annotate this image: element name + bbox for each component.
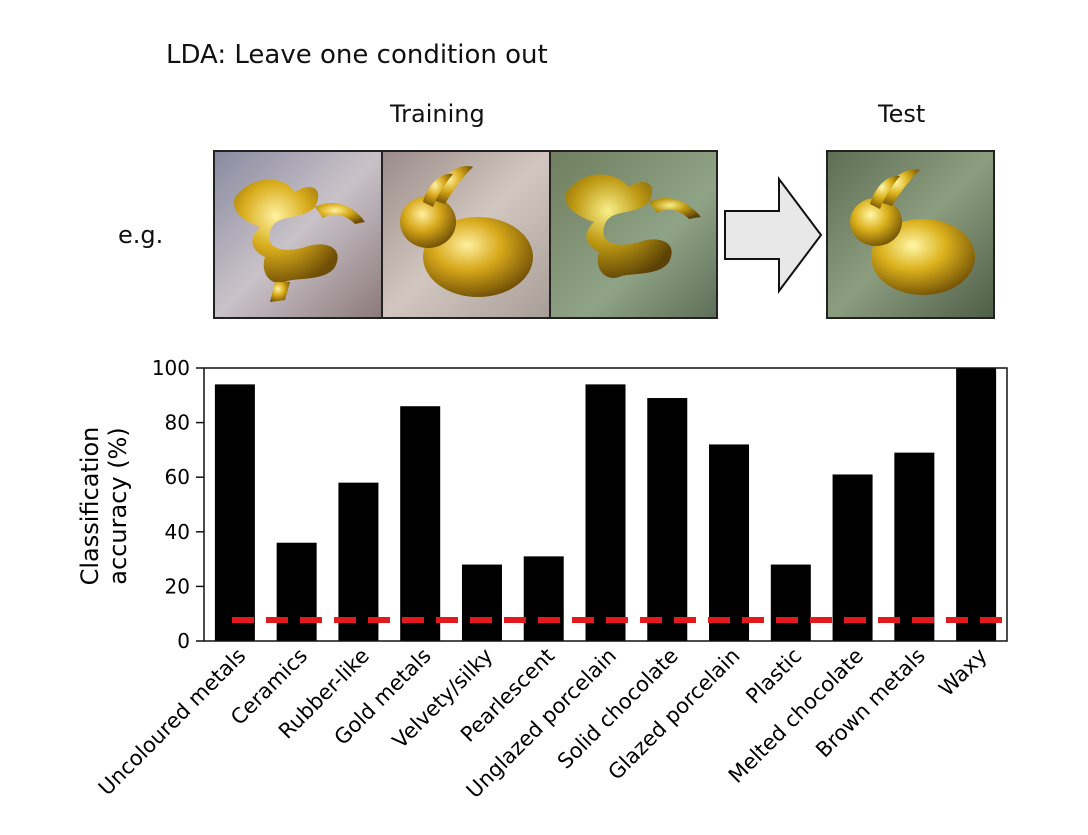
y-tick-label: 80 (165, 411, 190, 435)
bar (214, 384, 255, 641)
dragon-icon (551, 152, 716, 317)
y-tick-label: 20 (165, 574, 190, 598)
bar (523, 556, 564, 641)
training-image-dragon-2 (549, 150, 718, 319)
figure-title: LDA: Leave one condition out (166, 40, 548, 70)
bar (832, 474, 873, 641)
bar (709, 444, 750, 641)
training-image-bunny (381, 150, 551, 319)
training-label: Training (390, 100, 485, 128)
y-tick-label: 40 (165, 520, 190, 544)
y-tick-label: 100 (152, 356, 190, 380)
bar (585, 384, 626, 641)
bar (461, 564, 502, 641)
right-arrow-icon (724, 176, 823, 294)
y-axis-label-line-2: accuracy (%) (104, 427, 132, 584)
dragon-icon (215, 152, 381, 317)
x-tick-label: Waxy (934, 644, 991, 701)
x-tick-label: Uncoloured metals (94, 644, 251, 801)
x-tick-label: Brown metals (811, 644, 930, 763)
test-label: Test (878, 100, 926, 128)
bar (338, 482, 379, 641)
example-label: e.g. (118, 221, 164, 249)
plot-frame (203, 367, 1008, 642)
bar (956, 368, 997, 641)
bar (400, 406, 441, 641)
bar (647, 398, 688, 641)
bunny-icon (828, 152, 993, 317)
bunny-icon (383, 152, 549, 317)
bar (276, 542, 317, 641)
bar (894, 452, 935, 641)
y-axis-label: Classification (76, 427, 104, 586)
bar-chart: Classification accuracy (%) 0 20 40 60 80 100… (76, 356, 1008, 803)
y-tick-label: 60 (165, 465, 190, 489)
training-image-dragon-1 (213, 150, 383, 319)
bar (770, 564, 811, 641)
test-image-bunny (826, 150, 995, 319)
y-tick-label: 0 (177, 629, 190, 653)
